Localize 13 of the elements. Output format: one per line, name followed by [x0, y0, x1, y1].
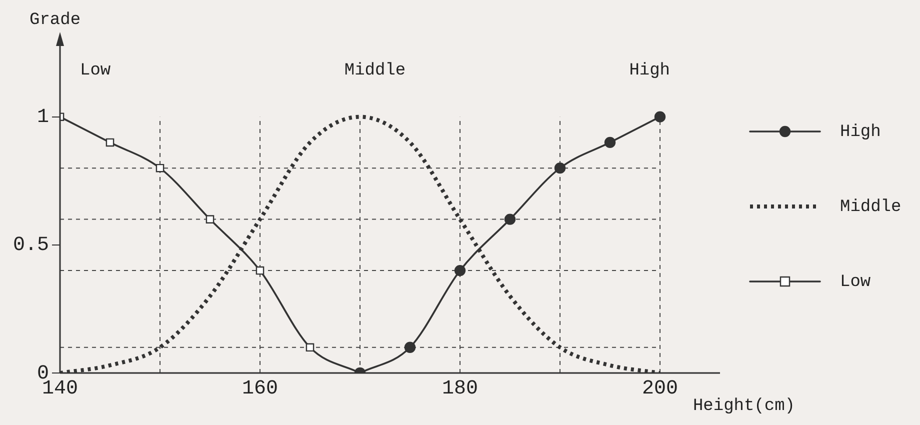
legend-label: Middle: [840, 198, 902, 217]
y-tick-label: 0.5: [12, 234, 50, 258]
y-axis-title: Grade: [30, 11, 81, 30]
legend-label: High: [840, 123, 881, 142]
x-tick-label: 160: [242, 377, 278, 400]
x-tick-label: 200: [642, 377, 678, 400]
x-axis-title: Height(cm): [692, 397, 795, 416]
annotation: High: [629, 62, 670, 80]
annotation: Low: [80, 62, 112, 80]
x-tick-label: 180: [442, 377, 478, 400]
y-tick-label: 1: [36, 106, 50, 130]
annotation: Middle: [344, 62, 406, 80]
legend-label: Low: [840, 273, 872, 292]
